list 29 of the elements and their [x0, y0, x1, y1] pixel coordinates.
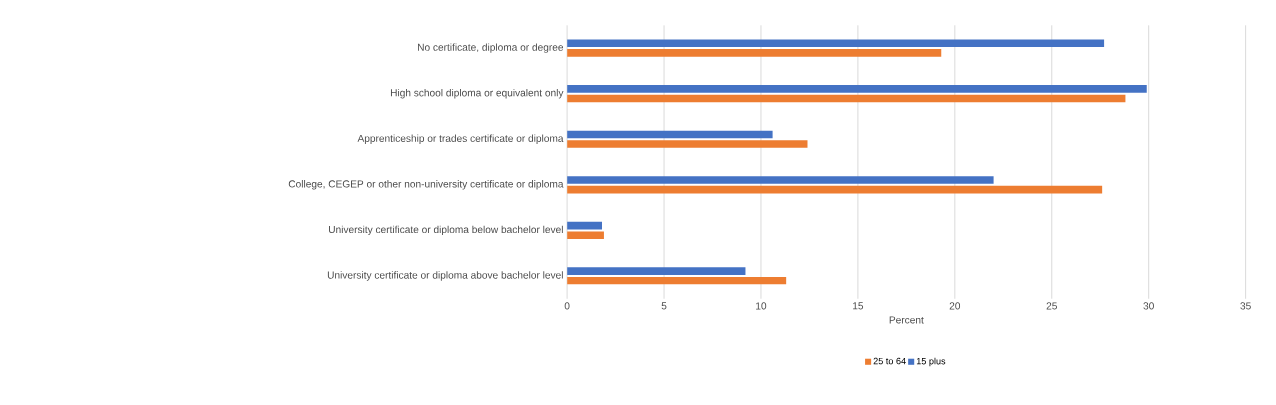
y-tick-label: University certificate or diploma below bachelor level	[329, 225, 563, 236]
x-tick-label: 25	[1046, 302, 1057, 310]
y-tick-label: No certificate, diploma or degree	[418, 43, 564, 53]
bar	[567, 49, 942, 57]
bar	[567, 39, 1105, 48]
y-tick-label: High school diploma or equivalent only	[390, 88, 564, 99]
x-tick-label: 15	[853, 302, 864, 310]
x-tick-label: 10	[756, 302, 767, 310]
y-tick-label: College, CEGEP or other non-university certificate or diploma	[288, 180, 564, 190]
x-tick-label: 30	[1143, 302, 1154, 310]
x-tick-label: 0	[564, 302, 570, 310]
legend-label: 25 to 64	[873, 357, 906, 365]
bar	[567, 231, 604, 239]
bar	[567, 94, 1126, 103]
bar	[567, 221, 603, 230]
bar	[567, 185, 1103, 194]
bar	[567, 140, 808, 148]
bar	[567, 176, 994, 184]
y-tick-label: University certificate or diploma above bachelor level	[327, 271, 563, 281]
bar	[567, 130, 773, 139]
x-tick-label: 20	[949, 302, 961, 310]
bar	[567, 276, 787, 285]
x-tick-label: 5	[661, 302, 667, 310]
legend-label: 15 plus	[916, 357, 946, 367]
y-tick-label: Apprenticeship or trades certificate or diploma	[357, 134, 564, 144]
x-axis-title: Percent	[889, 316, 924, 324]
bar	[567, 267, 746, 275]
x-tick-label: 35	[1240, 302, 1251, 310]
bar	[567, 85, 1147, 93]
